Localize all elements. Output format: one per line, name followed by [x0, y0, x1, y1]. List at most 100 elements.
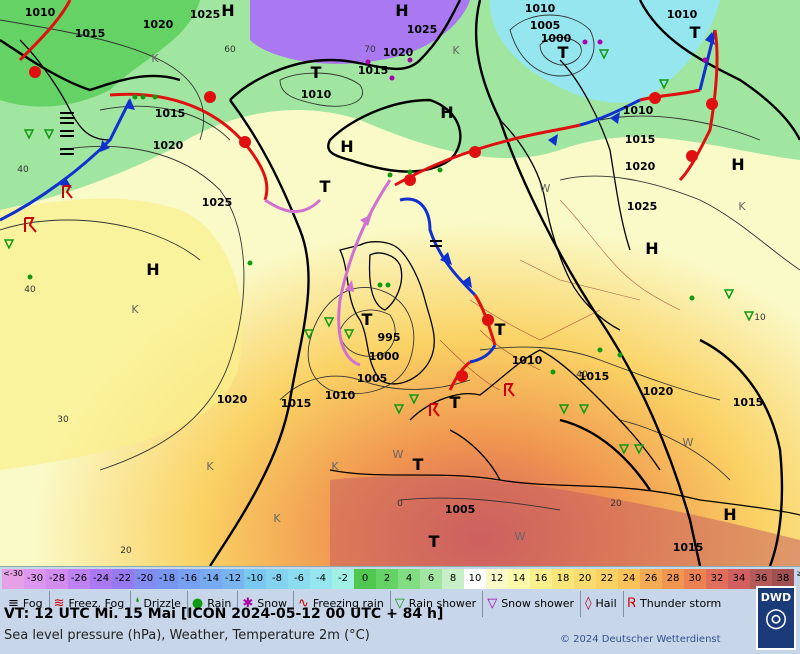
- weather-map: 1010 1015 1020 1025 1010 1020 1025 1015 1010 1005…: [0, 0, 800, 566]
- isobar-label: 1015: [733, 396, 764, 409]
- legend-item: ≡ Fog: [4, 591, 50, 617]
- warm-front-russia: [678, 29, 719, 182]
- isobar-label: 1010: [25, 6, 56, 19]
- scale-cell: 14: [508, 569, 530, 589]
- isobar-label: 1015: [625, 133, 656, 146]
- contour-label: W: [515, 530, 526, 543]
- isobar-label: 1020: [643, 385, 674, 398]
- scale-cell: 36: [750, 569, 772, 589]
- contour-label: K: [738, 200, 746, 213]
- pressure-centers: H H H H H H H H T T T T T T T T T: [146, 1, 744, 551]
- scale-cell: 20: [574, 569, 596, 589]
- scale-cell: 38: [772, 569, 794, 589]
- legend-label: Snow shower: [501, 597, 575, 610]
- cold-front-scandinavia: [579, 98, 641, 127]
- rain-symbols: [27, 94, 695, 375]
- scale-cell: 6: [420, 569, 442, 589]
- high-pressure-label: H: [731, 155, 744, 174]
- low-pressure-label: T: [413, 455, 424, 474]
- legend-label: Rain shower: [408, 597, 477, 610]
- snow-icon: ✱: [242, 596, 254, 611]
- grid-label: 40: [24, 285, 36, 295]
- legend-item: ∿ Freezing rain: [294, 591, 391, 617]
- legend-item: ≋ Freez. Fog: [50, 591, 132, 617]
- shower-symbols: [3, 49, 755, 455]
- scale-cell: 2: [376, 569, 398, 589]
- isobar-label: 1015: [358, 64, 389, 77]
- snow-symbols: [365, 39, 708, 81]
- isobar-label: 1020: [143, 18, 174, 31]
- contour-label: K: [131, 303, 139, 316]
- low-pressure-label: T: [311, 63, 322, 82]
- occluded-front-north: [264, 198, 322, 214]
- legend-item: ✱ Snow: [238, 591, 294, 617]
- low-pressure-label: T: [362, 310, 373, 329]
- low-pressure-label: T: [320, 177, 331, 196]
- scale-cell: 28: [662, 569, 684, 589]
- dwd-swirl-icon: ◎: [764, 603, 788, 633]
- scale-cell: 32: [706, 569, 728, 589]
- fog-icon: ≡: [8, 596, 19, 611]
- isobar-label: 1010: [525, 2, 556, 15]
- scale-cell: -4: [310, 569, 332, 589]
- scale-cell: -22: [112, 569, 134, 589]
- mild-zone-atlantic: [0, 198, 243, 470]
- scale-cell: -8: [266, 569, 288, 589]
- grid-label: 40: [17, 165, 29, 175]
- legend-label: Hail: [595, 597, 617, 610]
- temperature-scale: <-30 -30 -28 -26 -24 -22 -20 -18 -16 -14 -12 -10 -8-…: [2, 569, 800, 589]
- low-pressure-label: T: [558, 43, 569, 62]
- drizzle-icon: ❛: [135, 596, 140, 611]
- freezing-fog-icon: ≋: [53, 596, 65, 611]
- isobar-label: 1010: [667, 8, 698, 21]
- cold-zone-arctic: [250, 0, 470, 64]
- scale-cell: 34: [728, 569, 750, 589]
- thunderstorm-icon: Ꮢ: [627, 596, 637, 611]
- grid-label: 0: [397, 499, 403, 509]
- isobar-label: 1000: [541, 32, 572, 45]
- low-pressure-label: T: [690, 23, 701, 42]
- isobar-label: 1015: [155, 107, 186, 120]
- legend-label: Drizzle: [143, 597, 181, 610]
- contour-label: K: [452, 44, 460, 57]
- scale-cell: 18: [552, 569, 574, 589]
- scale-cell: -16: [178, 569, 200, 589]
- legend-item: ▽ Snow shower: [483, 591, 582, 617]
- weather-legend: ≡ Fog ≋ Freez. Fog ❛ Drizzle ● Rain ✱ Snow ∿ Freezi…: [4, 591, 727, 617]
- isobar-label: 1015: [579, 370, 610, 383]
- isobar-label: 1020: [625, 160, 656, 173]
- contour-label: K: [206, 460, 214, 473]
- legend-item: ▽ Rain shower: [391, 591, 484, 617]
- scale-cell: -12: [222, 569, 244, 589]
- scale-cell: -28: [46, 569, 68, 589]
- low-pressure-label: T: [495, 320, 506, 339]
- scale-cell: 26: [640, 569, 662, 589]
- isobar-label: 1020: [217, 393, 248, 406]
- isobar-label: 1025: [407, 23, 438, 36]
- legend-item: ❛ Drizzle: [131, 591, 188, 617]
- isobar-label: 1010: [512, 354, 543, 367]
- isobar-label: 1015: [673, 541, 704, 554]
- major-isobars: [0, 0, 800, 566]
- cold-front-alps: [469, 344, 497, 364]
- hail-icon: ◊: [585, 596, 592, 611]
- dwd-logo: DWD ◎: [756, 586, 796, 650]
- copyright: © 2024 Deutscher Wetterdienst: [560, 634, 721, 645]
- scale-cell: -24: [90, 569, 112, 589]
- contour-label: K: [151, 52, 159, 65]
- low-pressure-label: T: [429, 532, 440, 551]
- isobar-label: 1025: [627, 200, 658, 213]
- fog-symbols: [60, 112, 442, 247]
- low-pressure-label: T: [450, 393, 461, 412]
- isobar-label: 1005: [357, 372, 388, 385]
- valid-time: VT: 12 UTC Mi. 15 Mai [ICON 2024-05-12 0…: [4, 606, 444, 622]
- isobar-label: 1010: [623, 104, 654, 117]
- isobar-label: 1020: [383, 46, 414, 59]
- high-pressure-label: H: [221, 1, 234, 20]
- isobar-label: 1010: [301, 88, 332, 101]
- scale-cell: 12: [486, 569, 508, 589]
- coastlines: [19, 39, 800, 516]
- scale-cell: -26: [68, 569, 90, 589]
- grid-label: 20: [610, 499, 622, 509]
- isobar-label: 995: [378, 331, 401, 344]
